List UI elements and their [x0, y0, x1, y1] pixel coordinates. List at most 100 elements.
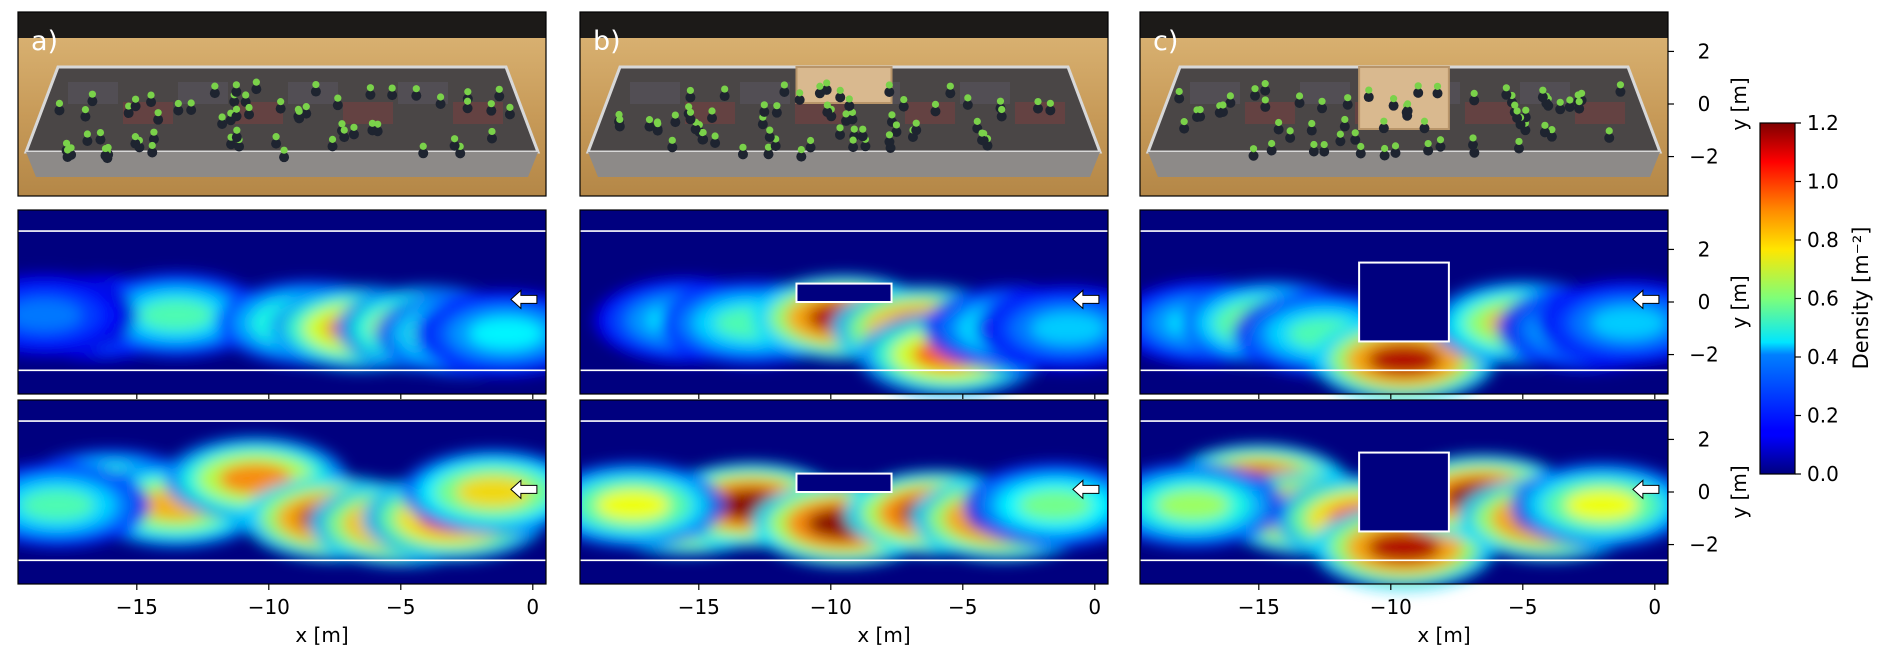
- x-axis-label: x [m]: [857, 623, 910, 647]
- colorbar-tick-label: 0.6: [1807, 287, 1839, 311]
- y-tick-label: 0: [1698, 92, 1711, 116]
- person-body: [365, 89, 376, 100]
- person-body: [130, 101, 141, 112]
- person-cap: [1261, 96, 1269, 104]
- density-frame: [17, 209, 547, 395]
- person-cap: [1344, 94, 1352, 102]
- colorbar: 0.0 0.2 0.4 0.6 0.8 1.0 1.2 Density [m⁻²]: [1759, 111, 1873, 486]
- density-cell: [1018, 489, 1093, 521]
- person-cap: [1180, 118, 1188, 126]
- person-cap: [1539, 86, 1547, 94]
- person-cap: [1389, 95, 1398, 103]
- person-cap: [685, 103, 693, 111]
- stage-tile: [1245, 102, 1295, 124]
- density-panel-low: [579, 209, 1109, 398]
- person-body: [759, 106, 770, 117]
- person-body: [1350, 134, 1361, 145]
- person-cap: [338, 120, 346, 128]
- person-cap: [708, 107, 716, 115]
- person-cap: [245, 103, 253, 112]
- person-body: [1432, 88, 1443, 99]
- person-body: [1179, 123, 1190, 134]
- person-cap: [1196, 106, 1204, 114]
- person-body: [835, 129, 846, 140]
- person-cap: [836, 86, 844, 95]
- person-body: [1388, 100, 1399, 111]
- photo-frame: [579, 11, 1109, 197]
- density-cell: [1155, 489, 1230, 521]
- person-body: [275, 103, 286, 114]
- person-body: [332, 100, 343, 111]
- y-tick-label: 2: [1698, 427, 1711, 451]
- person-body: [494, 91, 505, 102]
- person-cap: [773, 102, 781, 110]
- person-body: [348, 129, 359, 140]
- person-body: [1195, 111, 1206, 122]
- person-body: [234, 141, 245, 152]
- person-cap: [1522, 106, 1530, 114]
- person-body: [435, 99, 446, 110]
- person-cap: [280, 146, 288, 154]
- person-cap: [55, 99, 64, 107]
- person-cap: [232, 105, 241, 113]
- stage-tile: [343, 102, 393, 124]
- person-cap: [850, 125, 858, 133]
- person-body: [1266, 145, 1277, 156]
- person-cap: [340, 126, 348, 134]
- person-cap: [764, 143, 773, 151]
- person-cap: [946, 82, 954, 90]
- person-cap: [148, 141, 156, 150]
- stage-edge: [26, 152, 538, 177]
- person-cap: [1046, 99, 1054, 107]
- person-body: [301, 108, 312, 119]
- person-body: [148, 134, 159, 145]
- person-cap: [885, 131, 894, 139]
- person-body: [87, 96, 98, 107]
- person-cap: [495, 85, 503, 93]
- person-cap: [806, 136, 815, 145]
- density-cell: [1367, 531, 1441, 563]
- person-cap: [836, 124, 844, 132]
- density-cell: [1565, 489, 1639, 521]
- person-body: [1539, 127, 1550, 138]
- stage-tile: [795, 102, 845, 124]
- photo-panel: a): [17, 11, 547, 197]
- person-body: [95, 134, 106, 145]
- person-cap: [816, 82, 824, 90]
- person-cap: [1404, 100, 1412, 108]
- colorbar-tick-label: 1.0: [1807, 170, 1839, 194]
- person-cap: [973, 117, 981, 125]
- person-body: [367, 125, 378, 136]
- person-cap: [464, 88, 472, 96]
- x-tick-label: −10: [248, 595, 290, 619]
- person-body: [1604, 132, 1615, 143]
- person-cap: [487, 100, 495, 108]
- person-body: [1174, 93, 1185, 104]
- person-cap: [328, 135, 337, 143]
- person-body: [911, 125, 922, 136]
- person-cap: [668, 136, 676, 144]
- y-tick-label: 0: [1698, 480, 1711, 504]
- obstacle-outline: [1358, 261, 1450, 343]
- person-cap: [1541, 121, 1549, 129]
- person-body: [1468, 139, 1479, 150]
- person-body: [217, 119, 228, 130]
- panel-letter: a): [31, 26, 58, 57]
- person-cap: [1513, 107, 1521, 115]
- person-cap: [1548, 126, 1556, 134]
- person-body: [945, 88, 956, 99]
- walking-direction-arrow: [1632, 289, 1660, 310]
- stage-tile: [1465, 102, 1515, 124]
- person-cap: [1433, 82, 1442, 90]
- person-body: [1564, 101, 1575, 112]
- person-body: [614, 121, 625, 132]
- person-body: [146, 97, 157, 108]
- person-body: [186, 105, 197, 116]
- density-field: [1142, 280, 1667, 403]
- person-body: [685, 92, 696, 103]
- person-cap: [1318, 97, 1326, 105]
- person-cap: [463, 97, 472, 105]
- x-tick-label: −15: [678, 595, 720, 619]
- person-cap: [766, 126, 774, 134]
